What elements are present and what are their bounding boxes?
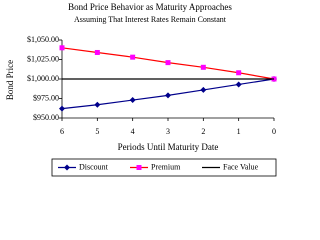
- x-tick-label: 5: [95, 127, 99, 136]
- point: [236, 70, 242, 76]
- point: [200, 86, 207, 93]
- y-tick-label: $1,000.00: [27, 74, 59, 83]
- legend-marker: [64, 164, 70, 171]
- legend-box: [51, 158, 277, 177]
- x-tick-label: 3: [166, 127, 170, 136]
- point: [94, 101, 101, 108]
- chart: Bond Price Behavior as Maturity Approach…: [5, 2, 277, 177]
- point: [94, 49, 100, 55]
- x-tick-label: 4: [131, 127, 135, 136]
- y-tick-label: $1,050.00: [27, 35, 59, 44]
- point: [235, 81, 242, 88]
- point: [59, 45, 65, 51]
- point: [130, 54, 136, 60]
- legend-label: Face Value: [223, 162, 259, 171]
- chart-subtitle: Assuming That Interest Rates Remain Cons…: [74, 15, 227, 24]
- x-tick-label: 1: [237, 127, 241, 136]
- point: [200, 64, 206, 70]
- chart-title: Bond Price Behavior as Maturity Approach…: [68, 2, 232, 12]
- y-tick-label: $950.00: [33, 113, 59, 122]
- point: [129, 97, 136, 104]
- legend-label: Discount: [79, 162, 109, 171]
- legend-marker: [136, 165, 142, 170]
- y-tick-label: $1,025.00: [27, 54, 59, 63]
- point: [165, 92, 171, 99]
- x-tick-label: 2: [201, 127, 205, 136]
- x-tick-label: 0: [272, 127, 276, 136]
- x-axis-title: Periods Until Maturity Date: [118, 142, 219, 152]
- y-axis-title: Bond Price: [5, 60, 15, 100]
- point: [59, 105, 65, 112]
- y-tick-label: $975.00: [33, 93, 59, 102]
- point: [165, 60, 171, 66]
- legend-label: Premium: [151, 162, 181, 171]
- x-tick-label: 6: [60, 127, 64, 136]
